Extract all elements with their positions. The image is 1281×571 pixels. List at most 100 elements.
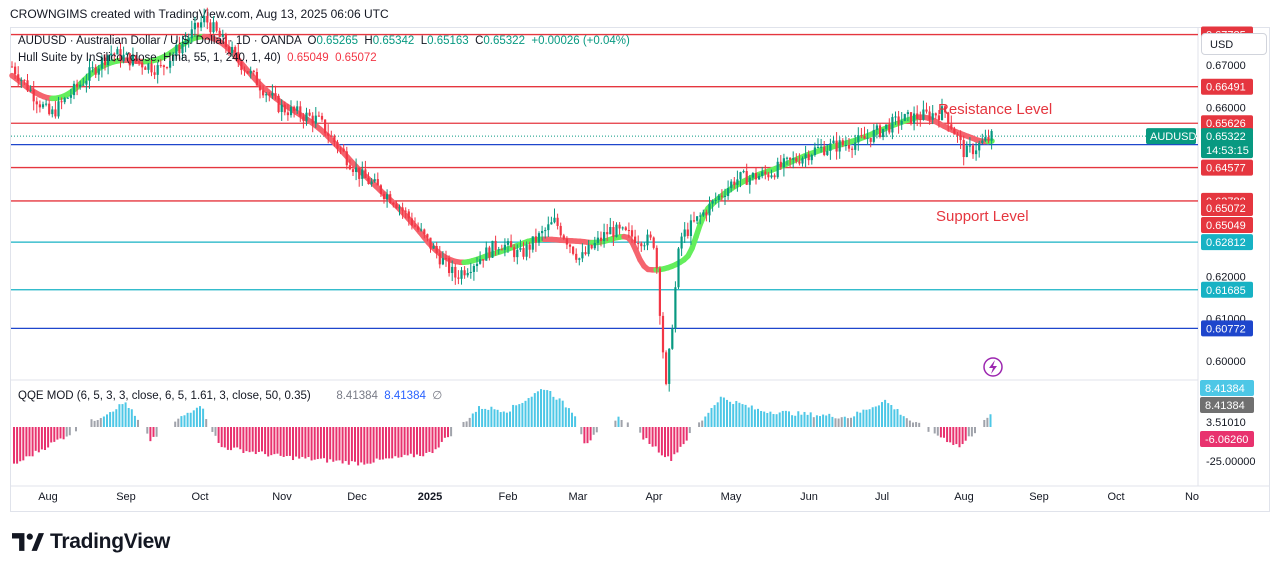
qqe-histogram-bar: [239, 427, 242, 450]
candle-body: [206, 15, 209, 23]
qqe-histogram-bar: [757, 408, 759, 427]
candle-body: [293, 106, 296, 111]
candle-body: [906, 112, 909, 115]
candle-body: [262, 90, 265, 96]
current-price-badge: [1201, 128, 1253, 159]
qqe-histogram-bar: [905, 418, 908, 427]
qqe-histogram-bar: [580, 427, 583, 435]
qqe-histogram-bar: [53, 427, 56, 442]
candle-body: [909, 112, 913, 124]
x-tick-label: Oct: [1107, 491, 1124, 503]
qqe-histogram-bar: [865, 409, 868, 427]
candle-body: [286, 112, 289, 116]
candle-body: [420, 229, 423, 231]
qqe-histogram-bar: [812, 417, 815, 427]
candle-body: [401, 207, 404, 211]
candle-body: [252, 70, 255, 73]
qqe-histogram-bar: [800, 414, 803, 427]
open-label: O: [307, 35, 317, 47]
candle-body: [156, 65, 159, 75]
qqe-histogram-bar: [363, 427, 366, 465]
candle-body: [246, 71, 249, 74]
qqe-histogram-bar: [908, 420, 911, 427]
currency-button[interactable]: USD: [1201, 33, 1267, 55]
candle-body: [730, 181, 733, 189]
qqe-histogram-bar: [543, 389, 546, 427]
qqe-histogram-bar: [896, 408, 899, 427]
candle-body: [342, 148, 345, 152]
qqe-histogram-bar: [949, 427, 952, 443]
candle-body: [162, 65, 165, 68]
candle-body: [367, 177, 370, 185]
qqe-histogram-bar: [884, 399, 887, 427]
candle-body: [94, 67, 97, 75]
candle-body: [444, 258, 448, 260]
qqe-histogram-bar: [335, 427, 338, 461]
candle-body: [965, 145, 968, 158]
qqe-histogram-bar: [130, 409, 133, 427]
candle-body: [317, 115, 320, 117]
qqe-histogram-bar: [918, 422, 921, 427]
candle-body: [314, 115, 317, 124]
symbol-badge[interactable]: [1146, 128, 1196, 145]
symbol-title[interactable]: AUDUSD · Australian Dollar / U.S. Dollar…: [18, 35, 302, 47]
qqe-histogram-bar: [40, 427, 43, 450]
qqe-histogram-bar: [133, 415, 136, 427]
qqe-histogram-bar: [242, 427, 245, 453]
y-tick-label: 0.66000: [1206, 102, 1246, 114]
candle-body: [308, 112, 311, 116]
x-tick-label: Aug: [38, 491, 58, 503]
candle-body: [975, 150, 978, 155]
qqe-histogram-bar: [313, 427, 316, 460]
price-level-badge: [1201, 320, 1253, 337]
qqe-histogram-bar: [99, 418, 102, 427]
x-tick-label: No: [1185, 491, 1199, 503]
candle-body: [519, 248, 522, 250]
candle-body: [296, 106, 299, 111]
qqe-histogram-bar: [784, 410, 787, 427]
candle-body: [665, 352, 668, 384]
qqe-histogram-bar: [416, 427, 418, 455]
qqe-histogram-bar: [354, 427, 356, 462]
qqe-histogram-bar: [273, 427, 276, 455]
qqe-histogram-bar: [13, 427, 15, 464]
qqe-histogram-bar: [958, 427, 961, 448]
qqe-histogram-bar: [447, 427, 449, 438]
candle-body: [832, 140, 835, 144]
indicator-legend: Hull Suite by InSilico (close, Hma, 55, …: [18, 52, 377, 64]
candle-body: [968, 145, 971, 147]
symbol-badge-text: AUDUSD: [1150, 131, 1197, 143]
candle-body: [674, 287, 677, 329]
close-value: 0.65322: [483, 35, 525, 47]
qqe-histogram-bar: [819, 416, 821, 427]
qqe-histogram-bar: [28, 427, 31, 457]
qqe-histogram-bar: [682, 427, 685, 445]
qqe-histogram-bar: [791, 415, 794, 427]
candle-body: [804, 154, 807, 159]
close-label: C: [475, 35, 484, 47]
candle-body: [429, 237, 432, 249]
candle-body: [82, 84, 85, 86]
lightning-icon[interactable]: [983, 357, 1003, 377]
eye-off-icon[interactable]: ∅: [432, 390, 443, 402]
candle-body: [258, 85, 262, 91]
qqe-value-badge-text: 8.41384: [1205, 383, 1245, 395]
candle-body: [658, 268, 661, 316]
qqe-histogram-bar: [267, 427, 270, 457]
qqe-title[interactable]: QQE MOD (6, 5, 3, 3, close, 6, 5, 1.61, …: [18, 390, 311, 402]
qqe-value-badge: [1200, 431, 1254, 447]
qqe-histogram-bar: [986, 417, 989, 427]
qqe-histogram-bar: [664, 427, 666, 458]
y-tick-label: 0.67000: [1206, 60, 1246, 72]
candle-body: [348, 165, 351, 170]
candle-body: [699, 215, 702, 217]
qqe-histogram-bar: [261, 427, 263, 452]
candle-body: [10, 66, 14, 68]
candle-body: [134, 55, 138, 62]
candle-body: [100, 57, 103, 69]
hull-indicator-title[interactable]: Hull Suite by InSilico (close, Hma, 55, …: [18, 52, 281, 64]
candle-body: [110, 53, 113, 56]
qqe-value-1: 8.41384: [336, 390, 378, 402]
countdown-text: 14:53:15: [1206, 145, 1249, 157]
